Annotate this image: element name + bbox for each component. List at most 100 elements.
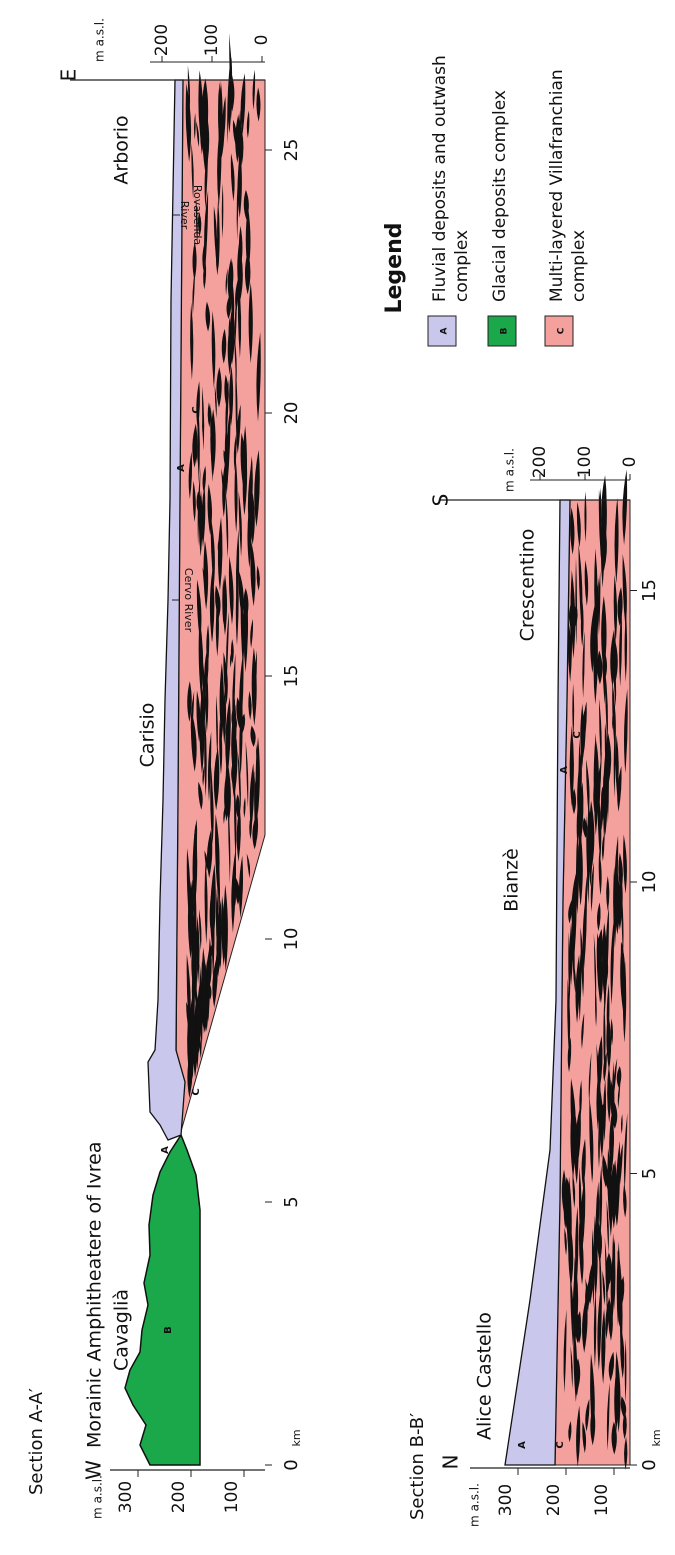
clay-lens bbox=[202, 765, 205, 787]
clay-lens bbox=[606, 733, 612, 783]
clay-lens bbox=[585, 814, 590, 905]
elevation-tick-label: 200 bbox=[169, 1481, 189, 1513]
clay-lens bbox=[192, 268, 196, 316]
clay-lens bbox=[585, 1398, 590, 1432]
legend-text: Multi-layered Villafranchian bbox=[547, 69, 567, 302]
clay-lens bbox=[233, 434, 237, 472]
clay-lens bbox=[567, 621, 572, 682]
clay-lens bbox=[578, 946, 582, 1022]
unit-label: B bbox=[163, 1326, 174, 1334]
clay-lens bbox=[598, 571, 601, 636]
place-label: Carisio bbox=[137, 703, 159, 768]
clay-lens bbox=[611, 1421, 617, 1455]
clay-lens bbox=[568, 899, 573, 924]
clay-lens bbox=[194, 112, 196, 140]
clay-lens bbox=[234, 779, 237, 861]
clay-lens bbox=[225, 758, 231, 824]
clay-lens bbox=[575, 954, 580, 1024]
clay-lens bbox=[237, 243, 243, 300]
clay-lens bbox=[238, 120, 244, 166]
clay-lens bbox=[245, 740, 249, 808]
clay-lens bbox=[211, 310, 216, 388]
clay-lens bbox=[602, 1154, 608, 1188]
clay-lens bbox=[243, 189, 249, 220]
clay-lens bbox=[237, 750, 241, 813]
clay-lens bbox=[614, 497, 619, 584]
clay-lens bbox=[568, 931, 571, 1007]
direction-label: E bbox=[57, 69, 81, 82]
clay-lens bbox=[583, 701, 587, 742]
unit-label: A bbox=[559, 766, 570, 774]
clay-lens bbox=[218, 106, 225, 158]
clay-lens bbox=[603, 1078, 607, 1142]
clay-lens bbox=[601, 1308, 606, 1385]
clay-lens bbox=[601, 834, 605, 862]
clay-lens bbox=[226, 611, 230, 682]
legend-text: Glacial deposits complex bbox=[490, 90, 510, 302]
clay-lens bbox=[247, 459, 253, 535]
clay-lens bbox=[593, 732, 597, 818]
clay-lens bbox=[204, 715, 207, 798]
clay-lens bbox=[597, 784, 602, 862]
km-tick-label: 15 bbox=[639, 579, 660, 602]
clay-lens bbox=[597, 1065, 601, 1121]
unit-label: A bbox=[176, 464, 187, 472]
clay-lens bbox=[564, 1227, 567, 1256]
clay-lens bbox=[563, 1185, 568, 1229]
clay-lens bbox=[574, 1357, 579, 1397]
clay-lens bbox=[216, 366, 222, 408]
clay-lens bbox=[250, 493, 255, 545]
clay-lens bbox=[573, 1109, 579, 1185]
clay-lens bbox=[222, 573, 228, 636]
section-b-geology bbox=[440, 469, 631, 1470]
clay-lens bbox=[207, 979, 212, 1000]
elevation-tick-label: 0 bbox=[252, 35, 272, 46]
legend-swatch bbox=[544, 315, 574, 347]
axis-unit: m a.s.l. bbox=[93, 18, 107, 62]
place-label: Crescentino bbox=[517, 529, 539, 642]
clay-lens bbox=[226, 408, 231, 485]
clay-lens bbox=[215, 814, 220, 895]
clay-lens bbox=[611, 1163, 617, 1206]
clay-lens bbox=[591, 1156, 594, 1181]
elevation-tick-label: 0 bbox=[620, 457, 640, 468]
clay-lens bbox=[580, 1214, 584, 1243]
clay-lens bbox=[584, 491, 587, 543]
legend-swatch bbox=[487, 315, 517, 347]
clay-lens bbox=[196, 381, 200, 430]
clay-lens bbox=[213, 747, 220, 811]
clay-lens bbox=[617, 873, 623, 930]
clay-lens bbox=[603, 961, 607, 1015]
km-tick-label: 10 bbox=[639, 871, 660, 894]
clay-lens bbox=[236, 806, 241, 862]
clay-lens bbox=[571, 788, 577, 815]
elevation-tick-label: 100 bbox=[592, 1484, 612, 1516]
clay-lens bbox=[199, 686, 205, 775]
clay-lens bbox=[202, 386, 205, 451]
clay-lens bbox=[185, 83, 192, 163]
clay-lens bbox=[582, 631, 585, 699]
legend-boxes bbox=[427, 315, 574, 347]
clay-lens bbox=[246, 110, 250, 139]
clay-lens bbox=[250, 725, 256, 747]
clay-lens bbox=[576, 1313, 582, 1344]
clay-lens bbox=[204, 850, 208, 872]
clay-lens bbox=[572, 683, 575, 738]
clay-lens bbox=[217, 199, 220, 269]
clay-lens bbox=[188, 451, 193, 500]
unit-label: C bbox=[555, 1441, 566, 1448]
clay-lens bbox=[196, 121, 200, 148]
clay-lens bbox=[192, 480, 196, 523]
clay-lens bbox=[578, 815, 583, 887]
legend-letter: C bbox=[557, 327, 567, 334]
clay-lens bbox=[570, 507, 575, 555]
legend-swatch bbox=[427, 315, 457, 347]
clay-lens bbox=[575, 557, 578, 646]
clay-lens bbox=[598, 951, 603, 1004]
clay-lens bbox=[615, 1351, 621, 1433]
direction-label: W bbox=[82, 1460, 106, 1480]
clay-lens bbox=[580, 601, 584, 647]
clay-lens bbox=[617, 766, 622, 812]
